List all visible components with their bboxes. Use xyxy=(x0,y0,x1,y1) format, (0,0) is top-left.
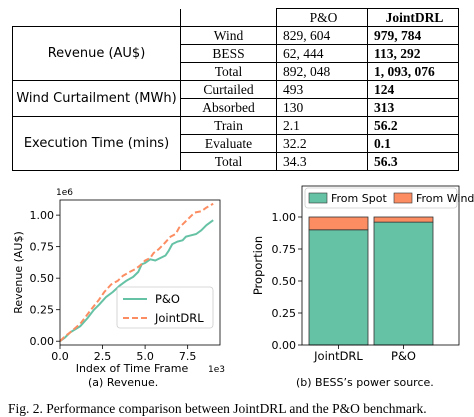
x-axis-exponent: 1e3 xyxy=(208,365,225,375)
y-axis-exponent: 1e6 xyxy=(56,188,73,198)
y-tick-label: 0.50 xyxy=(30,272,55,285)
x-tick-label: 0.0 xyxy=(51,350,69,363)
category-label: JointDRL xyxy=(313,349,363,363)
table-row: Revenue (AU$) Wind 829, 604 979, 784 xyxy=(12,26,459,81)
x-tick-label: 7.5 xyxy=(179,350,197,363)
series-line-jointdrl xyxy=(59,202,214,342)
legend-box xyxy=(304,187,458,209)
legend-label: From Spot xyxy=(331,192,387,205)
plot-frame xyxy=(301,185,460,346)
y-axis-label: Proportion xyxy=(251,236,265,295)
table-row: Execution Time (mins) Train 2.1 56.2 xyxy=(12,116,459,171)
y-tick-label: 0.25 xyxy=(272,307,297,320)
x-axis-label: Index of Time Frame xyxy=(76,362,189,375)
y-tick-label: 0.25 xyxy=(30,304,55,317)
table-row: Total 892, 048 1, 093, 076 xyxy=(13,62,459,81)
y-tick-label: 0.75 xyxy=(30,241,55,254)
row-label: Total xyxy=(180,62,277,81)
bar-from-spot xyxy=(308,229,369,346)
po-value: 829, 604 xyxy=(276,26,368,45)
x-tick-label: 2.5 xyxy=(94,350,112,363)
x-tick-label: 5.0 xyxy=(136,350,154,363)
subcaption-a: (a) Revenue. xyxy=(88,376,159,389)
y-tick-label: 0.75 xyxy=(272,243,297,256)
po-value: 493 xyxy=(276,80,368,99)
jointdrl-value: 0.1 xyxy=(367,134,459,153)
category-label: P&O xyxy=(391,349,416,363)
row-label: Wind xyxy=(180,26,277,45)
row-label: Curtailed xyxy=(180,80,277,99)
row-label: Total xyxy=(180,152,277,171)
y-tick-label: 1.00 xyxy=(272,211,297,224)
row-label: Evaluate xyxy=(180,134,277,153)
table-row: BESS 62, 444 113, 292 xyxy=(13,44,459,63)
y-tick-label: 0.50 xyxy=(272,275,297,288)
legend-label: P&O xyxy=(155,292,180,306)
po-value: 34.3 xyxy=(276,152,368,171)
group-label-curtailment: Wind Curtailment (MWh) xyxy=(12,80,181,117)
y-tick-label: 1.00 xyxy=(30,209,55,222)
bar-from-wind xyxy=(308,216,369,231)
bar-from-wind xyxy=(373,216,434,223)
legend-swatch xyxy=(308,192,328,204)
table-row: Total 34.3 56.3 xyxy=(13,152,459,171)
jointdrl-value: 113, 292 xyxy=(367,44,459,63)
legend-swatch xyxy=(393,192,413,204)
series-line-po xyxy=(59,219,214,343)
jointdrl-value: 1, 093, 076 xyxy=(367,62,459,81)
legend-label: JointDRL xyxy=(154,311,204,325)
legend-label: From Wind xyxy=(416,192,474,205)
group-label-execution-time: Execution Time (mins) xyxy=(12,116,181,171)
subcaption-b: (b) BESS’s power source. xyxy=(296,376,434,389)
table-row: Wind Curtailment (MWh) Curtailed 493 124 xyxy=(12,80,459,117)
table-row: Evaluate 32.2 0.1 xyxy=(13,134,459,153)
y-axis-label: Revenue (AU$) xyxy=(12,231,25,314)
bar-from-spot xyxy=(373,221,434,346)
y-tick-label: 0.00 xyxy=(272,339,297,352)
results-table: P&O JointDRL Revenue (AU$) Wind 829, 604… xyxy=(12,8,459,171)
figure-caption: Fig. 2. Performance comparison between J… xyxy=(8,401,427,416)
plot-frame xyxy=(59,199,221,346)
y-tick-label: 0.00 xyxy=(30,335,55,348)
jointdrl-value: 56.3 xyxy=(367,152,459,171)
